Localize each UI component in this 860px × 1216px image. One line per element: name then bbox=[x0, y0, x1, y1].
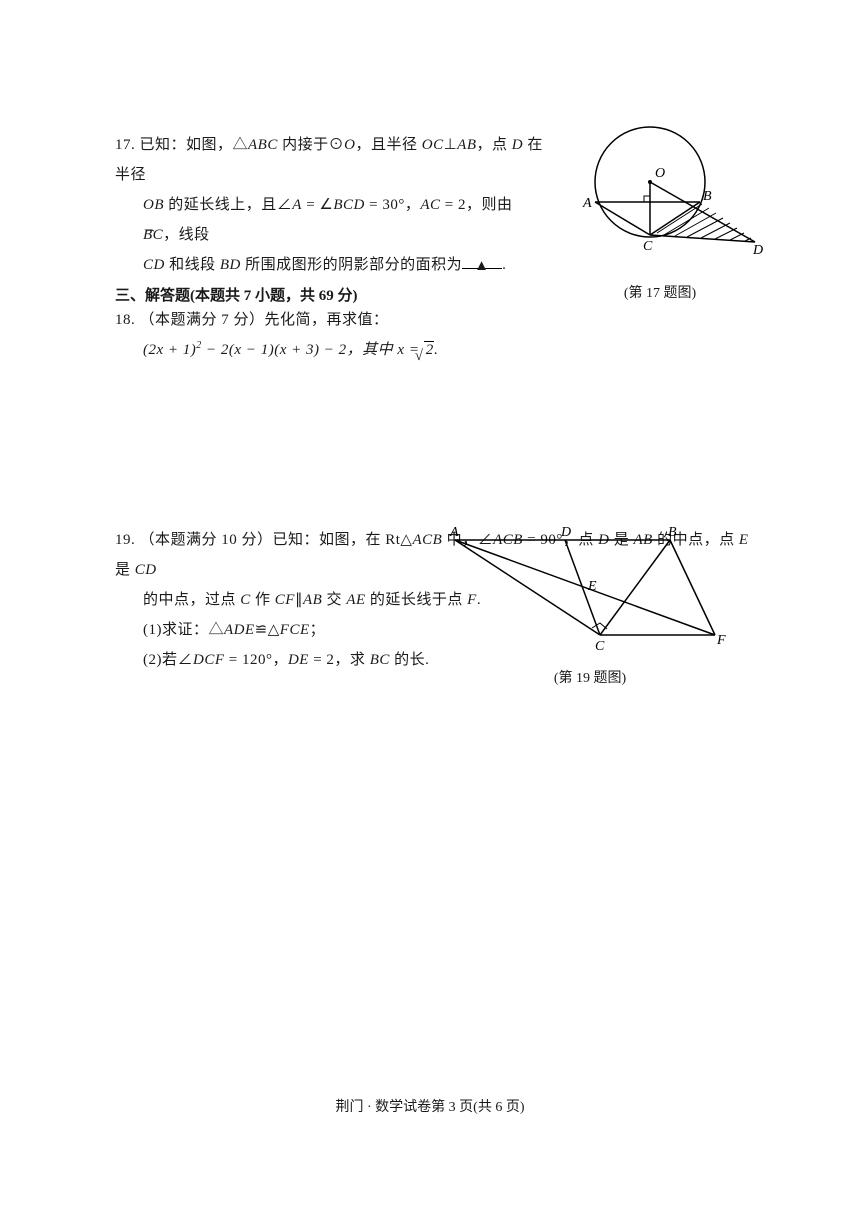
answer-blank: ▲ bbox=[462, 253, 502, 269]
figure-17: O A B C D (第 17 题图) bbox=[555, 122, 765, 302]
problem-number: 17. bbox=[115, 137, 135, 153]
svg-text:B: B bbox=[703, 189, 712, 204]
page-footer: 荆门 · 数学试卷第 3 页(共 6 页) bbox=[0, 1096, 860, 1116]
svg-text:O: O bbox=[655, 166, 665, 181]
svg-text:D: D bbox=[752, 243, 763, 258]
svg-text:C: C bbox=[595, 639, 605, 650]
problem-17-line2: OB 的延长线上，且∠A = ∠BCD = 30°，AC = 2，则由BC，线段 bbox=[115, 190, 545, 250]
figure-19: A D B E C F (第 19 题图) bbox=[440, 520, 740, 687]
svg-text:A: A bbox=[582, 196, 592, 211]
figure-19-svg: A D B E C F bbox=[440, 520, 740, 650]
figure-19-caption: (第 19 题图) bbox=[440, 667, 740, 687]
problem-18: 18. （本题满分 7 分）先化简，再求值： (2x + 1)2 − 2(x −… bbox=[115, 305, 755, 365]
figure-17-svg: O A B C D bbox=[555, 122, 765, 267]
problem-17-line3: CD 和线段 BD 所围成图形的阴影部分的面积为▲. bbox=[115, 250, 545, 280]
svg-text:B: B bbox=[668, 525, 677, 540]
svg-text:F: F bbox=[716, 633, 726, 648]
svg-text:D: D bbox=[560, 525, 571, 540]
problem-17: 17. 已知：如图，△ABC 内接于⊙O，且半径 OC⊥AB，点 D 在半径 O… bbox=[115, 130, 545, 280]
svg-text:C: C bbox=[643, 239, 653, 254]
problem-18-expr: (2x + 1)2 − 2(x − 1)(x + 3) − 2，其中 x = 2… bbox=[115, 335, 755, 365]
svg-text:E: E bbox=[587, 579, 597, 594]
figure-17-caption: (第 17 题图) bbox=[555, 282, 765, 302]
problem-number: 19. bbox=[115, 532, 135, 548]
svg-text:A: A bbox=[449, 525, 459, 540]
problem-number: 18. bbox=[115, 312, 135, 328]
